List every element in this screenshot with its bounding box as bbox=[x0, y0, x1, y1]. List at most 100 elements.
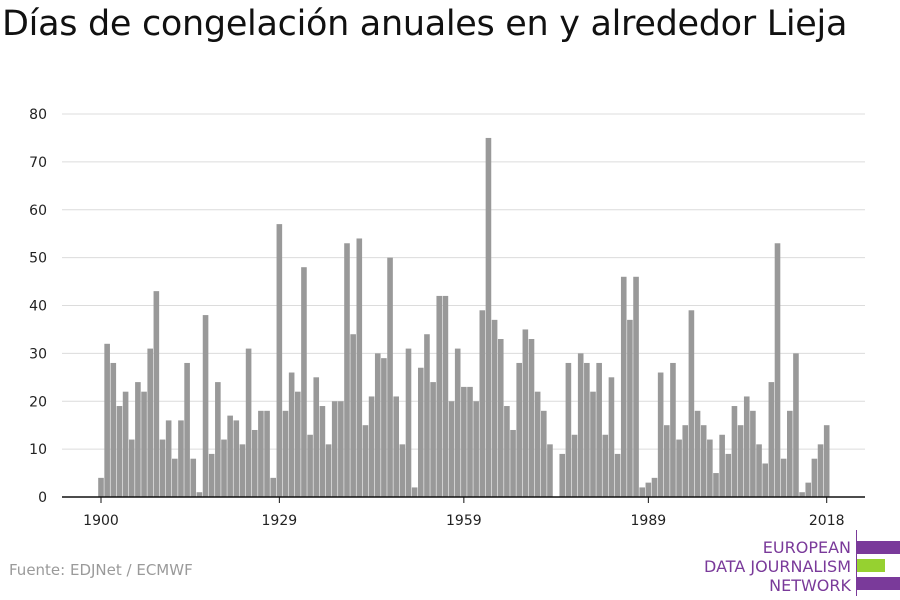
bar bbox=[811, 458, 818, 497]
bar bbox=[239, 444, 246, 497]
logo-text-line-1: EUROPEAN bbox=[762, 538, 851, 557]
bar bbox=[639, 487, 645, 497]
bar bbox=[780, 458, 787, 497]
bar bbox=[516, 362, 522, 497]
bar bbox=[547, 444, 553, 497]
bar bbox=[350, 334, 356, 497]
logo-text-line-3: NETWORK bbox=[769, 576, 851, 595]
bar bbox=[184, 362, 190, 497]
bar bbox=[313, 377, 320, 497]
bar bbox=[122, 391, 129, 497]
bar bbox=[651, 477, 658, 497]
bar bbox=[165, 420, 172, 497]
bar bbox=[627, 319, 633, 497]
bar bbox=[288, 372, 295, 497]
bar bbox=[700, 425, 707, 497]
bar bbox=[356, 238, 363, 497]
logo-bar-purple-top bbox=[857, 541, 900, 554]
bar bbox=[774, 243, 781, 497]
bar bbox=[497, 339, 504, 497]
bar bbox=[725, 453, 732, 497]
x-tick-label: 1929 bbox=[262, 513, 298, 529]
bar bbox=[393, 396, 399, 497]
chart-title: Días de congelación anuales en y alreded… bbox=[2, 4, 848, 44]
bar bbox=[387, 257, 393, 498]
bar bbox=[411, 487, 418, 497]
bar bbox=[295, 391, 301, 497]
bar bbox=[190, 458, 197, 497]
bar bbox=[565, 362, 572, 497]
bar bbox=[368, 396, 375, 497]
bar bbox=[264, 410, 270, 497]
bar bbox=[178, 420, 184, 497]
bar bbox=[510, 429, 516, 497]
bar bbox=[694, 410, 701, 497]
logo-bar-green bbox=[857, 559, 885, 572]
bar bbox=[301, 267, 307, 497]
x-tick-label: 1959 bbox=[446, 513, 482, 529]
x-axis: 1900 1929 1959 1989 2018 bbox=[62, 496, 865, 529]
bar bbox=[159, 439, 166, 497]
bar bbox=[799, 492, 805, 497]
bar bbox=[793, 353, 799, 498]
bar bbox=[664, 425, 670, 497]
bar bbox=[817, 444, 824, 497]
bar bbox=[448, 401, 455, 497]
bar bbox=[381, 358, 387, 497]
bar bbox=[405, 348, 412, 497]
bar bbox=[399, 444, 406, 497]
bar bbox=[522, 329, 529, 497]
bar bbox=[805, 482, 812, 497]
logo-bar-purple-bottom bbox=[857, 577, 900, 590]
bar bbox=[633, 276, 639, 497]
bar bbox=[657, 372, 664, 497]
bar bbox=[670, 362, 676, 497]
bar bbox=[479, 310, 486, 497]
bar bbox=[374, 353, 381, 498]
y-tick-label: 0 bbox=[38, 490, 47, 506]
bar bbox=[270, 477, 276, 497]
bar bbox=[682, 425, 689, 497]
bar bbox=[215, 382, 221, 497]
bar bbox=[620, 276, 627, 497]
bar bbox=[245, 348, 252, 497]
bar bbox=[731, 406, 738, 497]
bar bbox=[602, 434, 609, 497]
bar bbox=[424, 334, 430, 497]
bar bbox=[221, 439, 227, 497]
bar bbox=[430, 382, 436, 497]
y-tick-label: 10 bbox=[29, 442, 47, 458]
bar bbox=[590, 391, 596, 497]
y-tick-label: 20 bbox=[29, 394, 47, 410]
bar bbox=[571, 434, 578, 497]
bar bbox=[707, 439, 713, 497]
bar bbox=[823, 425, 830, 497]
bar bbox=[153, 291, 160, 497]
bar bbox=[504, 406, 510, 497]
logo-text-line-2: DATA JOURNALISM bbox=[704, 557, 851, 576]
bar bbox=[331, 401, 338, 497]
edjnet-logo: EUROPEAN DATA JOURNALISM NETWORK bbox=[700, 530, 900, 597]
bar bbox=[135, 382, 141, 497]
x-tick-label: 1900 bbox=[83, 513, 119, 529]
bar bbox=[596, 362, 602, 497]
bar bbox=[743, 396, 750, 497]
bar bbox=[282, 410, 289, 497]
bar bbox=[147, 348, 153, 497]
y-tick-label: 70 bbox=[29, 155, 47, 171]
bar bbox=[208, 453, 215, 497]
bar bbox=[307, 434, 313, 497]
y-tick-label: 60 bbox=[29, 203, 47, 219]
bar bbox=[534, 391, 541, 497]
x-tick-label: 1989 bbox=[631, 513, 667, 529]
bar bbox=[768, 382, 775, 497]
bar bbox=[750, 410, 756, 497]
bar bbox=[442, 295, 449, 497]
bar bbox=[251, 429, 258, 497]
bars bbox=[98, 137, 830, 498]
bar bbox=[116, 406, 123, 497]
bar bbox=[344, 243, 350, 497]
bar bbox=[541, 410, 547, 497]
bar bbox=[172, 458, 178, 497]
y-axis-tick-labels: 0 10 20 30 40 50 60 70 80 bbox=[29, 107, 47, 506]
